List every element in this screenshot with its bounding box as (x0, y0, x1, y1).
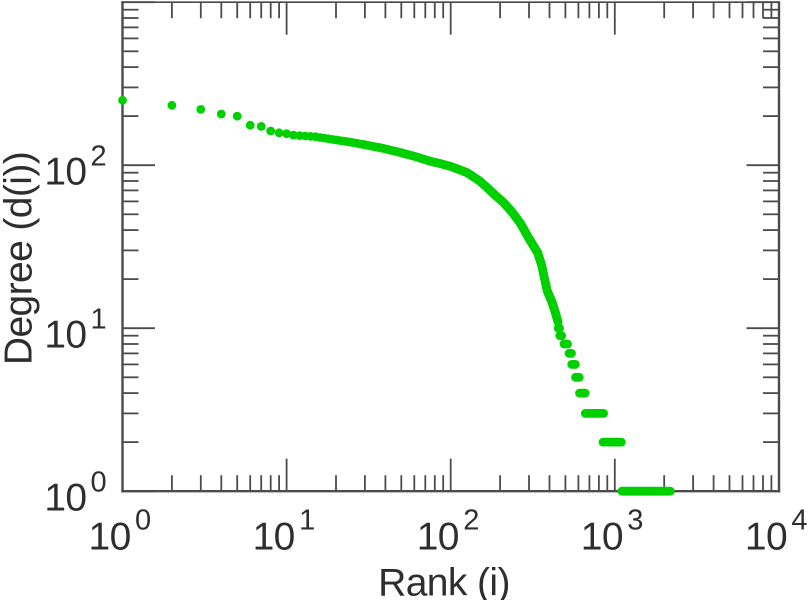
svg-text:10: 10 (44, 151, 86, 194)
svg-text:Rank (i): Rank (i) (378, 562, 510, 600)
svg-text:4: 4 (791, 505, 807, 537)
svg-text:10: 10 (417, 516, 459, 559)
svg-text:2: 2 (463, 505, 479, 537)
svg-text:0: 0 (135, 505, 151, 537)
svg-text:10: 10 (44, 477, 86, 520)
svg-text:1: 1 (91, 304, 107, 336)
svg-text:1: 1 (299, 505, 315, 537)
svg-text:Degree (d(i)): Degree (d(i)) (0, 152, 41, 365)
svg-text:10: 10 (253, 516, 295, 559)
svg-text:10: 10 (581, 516, 623, 559)
svg-text:0: 0 (91, 467, 107, 499)
svg-text:10: 10 (44, 314, 86, 357)
svg-text:3: 3 (627, 505, 643, 537)
svg-text:2: 2 (91, 141, 107, 173)
svg-text:10: 10 (745, 516, 787, 559)
svg-text:10: 10 (89, 516, 131, 559)
